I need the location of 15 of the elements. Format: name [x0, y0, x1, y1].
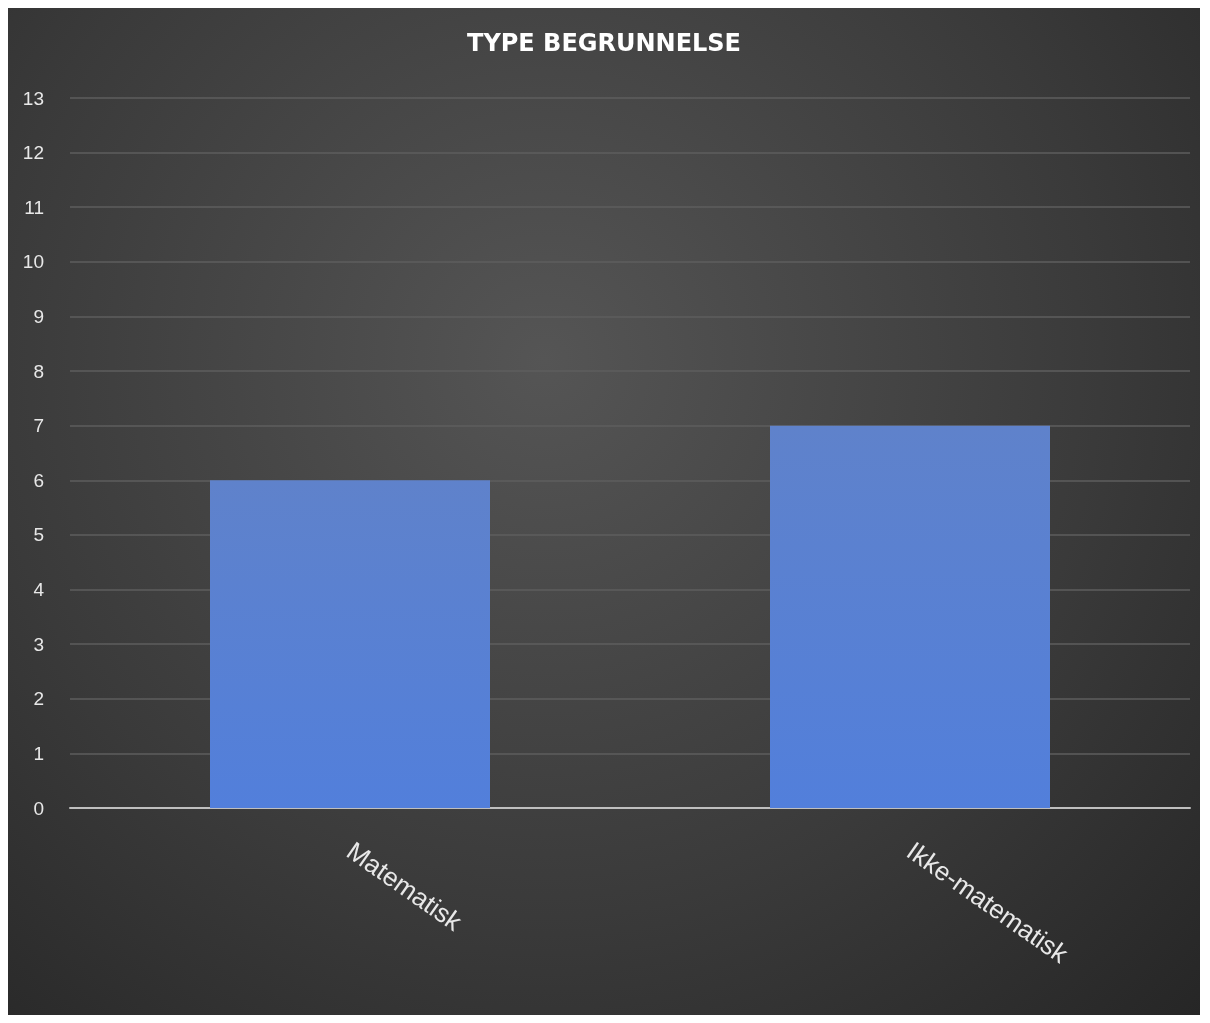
- y-tick-label: 3: [33, 633, 44, 655]
- chart-title: TYPE BEGRUNNELSE: [467, 29, 741, 57]
- y-tick-label: 4: [33, 579, 45, 601]
- y-tick-label: 10: [22, 251, 44, 273]
- y-tick-label: 2: [33, 688, 44, 710]
- y-tick-label: 12: [22, 142, 44, 164]
- y-tick-label: 13: [22, 87, 44, 109]
- y-tick-label: 9: [33, 305, 44, 327]
- y-tick-label: 8: [33, 360, 44, 382]
- y-tick-label: 0: [33, 797, 44, 819]
- y-tick-label: 6: [33, 469, 44, 491]
- y-tick-label: 5: [33, 524, 44, 546]
- y-tick-label: 11: [24, 196, 44, 218]
- y-tick-label: 7: [33, 415, 44, 437]
- y-tick-label: 1: [33, 742, 44, 764]
